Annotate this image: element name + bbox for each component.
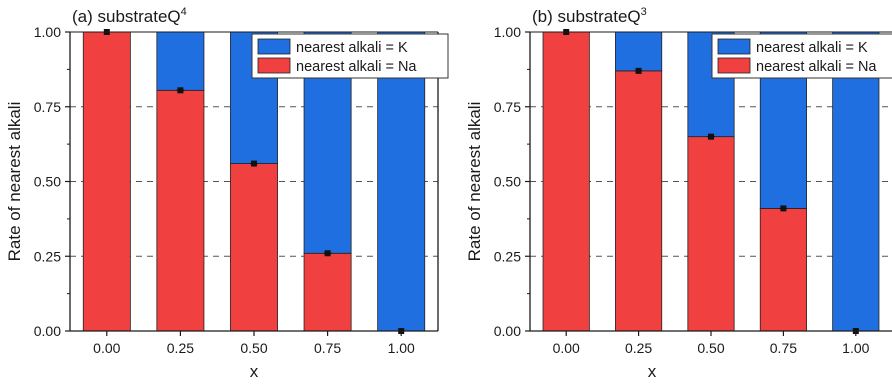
data-point	[251, 160, 257, 167]
bar-k	[832, 31, 880, 332]
data-point	[635, 67, 642, 74]
panel-title-superscript: 3	[641, 6, 647, 18]
bar-na	[542, 31, 590, 332]
y-tick-label: 0.00	[34, 323, 61, 339]
y-tick-label: 0.25	[494, 248, 521, 264]
panel-title-main: (a) substrateQ	[72, 7, 181, 26]
legend-swatch	[717, 57, 751, 74]
x-tick-label: 0.50	[240, 340, 267, 356]
panel-a: 0.00 0.25 0.50 0.75 1.00 0.00 0.25 0.50 0.75 1.00…	[5, 6, 449, 381]
panel-title-superscript: 4	[181, 6, 187, 18]
x-tick-label: 0.00	[93, 340, 120, 356]
panel-title: (b) substrateQ3	[532, 6, 647, 26]
y-axis-label: Rate of nearest alkali	[465, 102, 484, 262]
legend-label: nearest alkali = Na	[296, 59, 417, 75]
bar-na	[759, 208, 807, 332]
y-tick-label: 0.75	[494, 99, 521, 115]
y-tick-label: 0.00	[494, 323, 521, 339]
x-axis-label: x	[648, 362, 657, 381]
x-tick-label: 1.00	[388, 340, 415, 356]
bar-k	[615, 31, 663, 72]
x-tick-label: 0.25	[167, 340, 194, 356]
x-axis-label: x	[250, 362, 259, 381]
data-point	[324, 250, 331, 257]
bar-na	[156, 89, 205, 332]
legend-label: nearest alkali = Na	[756, 59, 877, 75]
y-tick-label: 0.25	[34, 248, 61, 264]
y-tick-label: 1.00	[34, 24, 61, 40]
bar-na	[687, 136, 735, 332]
x-tick-label: 0.50	[697, 340, 724, 356]
y-tick-label: 1.00	[494, 24, 521, 40]
legend-swatch	[257, 57, 291, 74]
y-tick-label: 0.50	[494, 174, 521, 190]
legend-swatch	[257, 38, 291, 55]
bar-na	[230, 163, 278, 332]
data-point	[780, 205, 787, 212]
y-tick-label: 0.75	[34, 99, 61, 115]
y-axis-label: Rate of nearest alkali	[5, 102, 24, 262]
bar-k	[377, 31, 426, 332]
panel-title: (a) substrateQ4	[72, 6, 187, 26]
panel-b: 0.00 0.25 0.50 0.75 1.00 0.00 0.25 0.50 0.75 1.00…	[465, 6, 892, 381]
x-tick-label: 0.75	[770, 340, 797, 356]
legend-label: nearest alkali = K	[296, 40, 408, 56]
x-tick-label: 0.75	[314, 340, 341, 356]
x-tick-label: 0.25	[625, 340, 652, 356]
bar-k	[156, 31, 205, 91]
legend-label: nearest alkali = K	[756, 40, 868, 56]
legend-swatch	[717, 38, 751, 55]
bar-na	[303, 252, 352, 332]
bar-na	[82, 31, 131, 332]
data-point	[708, 133, 714, 140]
bar-na	[615, 70, 663, 332]
panel-title-main: (b) substrateQ	[532, 7, 641, 26]
y-tick-label: 0.50	[34, 174, 61, 190]
data-point	[177, 87, 184, 94]
x-tick-label: 0.00	[553, 340, 580, 356]
x-tick-label: 1.00	[842, 340, 869, 356]
